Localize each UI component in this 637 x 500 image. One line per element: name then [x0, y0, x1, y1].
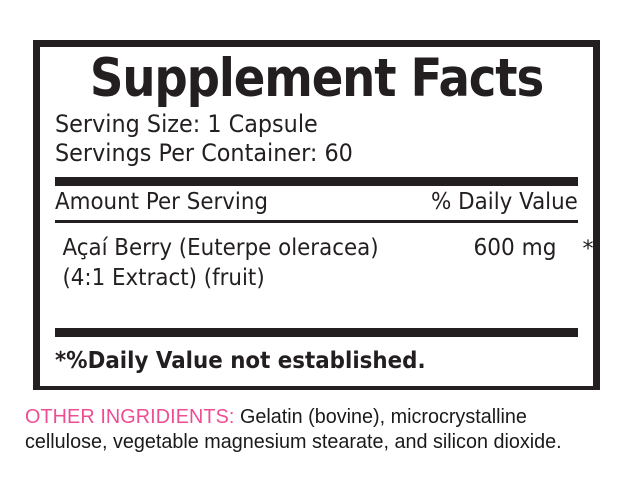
ingredient-name-line-2: (4:1 Extract) (fruit)	[62, 265, 265, 291]
serving-info: Serving Size: 1 Capsule Servings Per Con…	[55, 110, 578, 168]
ingredient-daily-value: *	[582, 237, 594, 262]
other-ingredients-heading: OTHER INGRIDIENTS:	[25, 405, 235, 428]
serving-size-text: Serving Size: 1 Capsule	[55, 110, 318, 138]
divider-thick-bottom	[55, 328, 578, 337]
other-ingredients-paragraph: OTHER INGRIDIENTS: Gelatin (bovine), mic…	[25, 404, 598, 454]
ingredient-name-line-1: Açaí Berry (Euterpe oleracea)	[62, 235, 379, 261]
column-header-amount-per-serving: Amount Per Serving	[55, 189, 269, 215]
servings-per-container-text: Servings Per Container: 60	[55, 139, 353, 167]
supplement-facts-inner: Supplement Facts Serving Size: 1 Capsule…	[40, 48, 594, 386]
footnote-daily-value: *%Daily Value not established.	[55, 348, 426, 374]
ingredient-amount: 600 mg	[473, 235, 557, 261]
page-title: Supplement Facts	[89, 48, 544, 109]
divider-thin-header	[55, 220, 578, 223]
table-header-row: Amount Per Serving % Daily Value	[55, 186, 578, 220]
other-ingredients-body: Gelatin (bovine), microcrystalline cellu…	[25, 405, 562, 453]
divider-thick-top	[55, 177, 578, 186]
table-row: Açaí Berry (Euterpe oleracea) (4:1 Extra…	[55, 223, 593, 319]
supplement-facts-panel: Supplement Facts Serving Size: 1 Capsule…	[33, 40, 600, 390]
column-header-daily-value: % Daily Value	[431, 189, 578, 215]
